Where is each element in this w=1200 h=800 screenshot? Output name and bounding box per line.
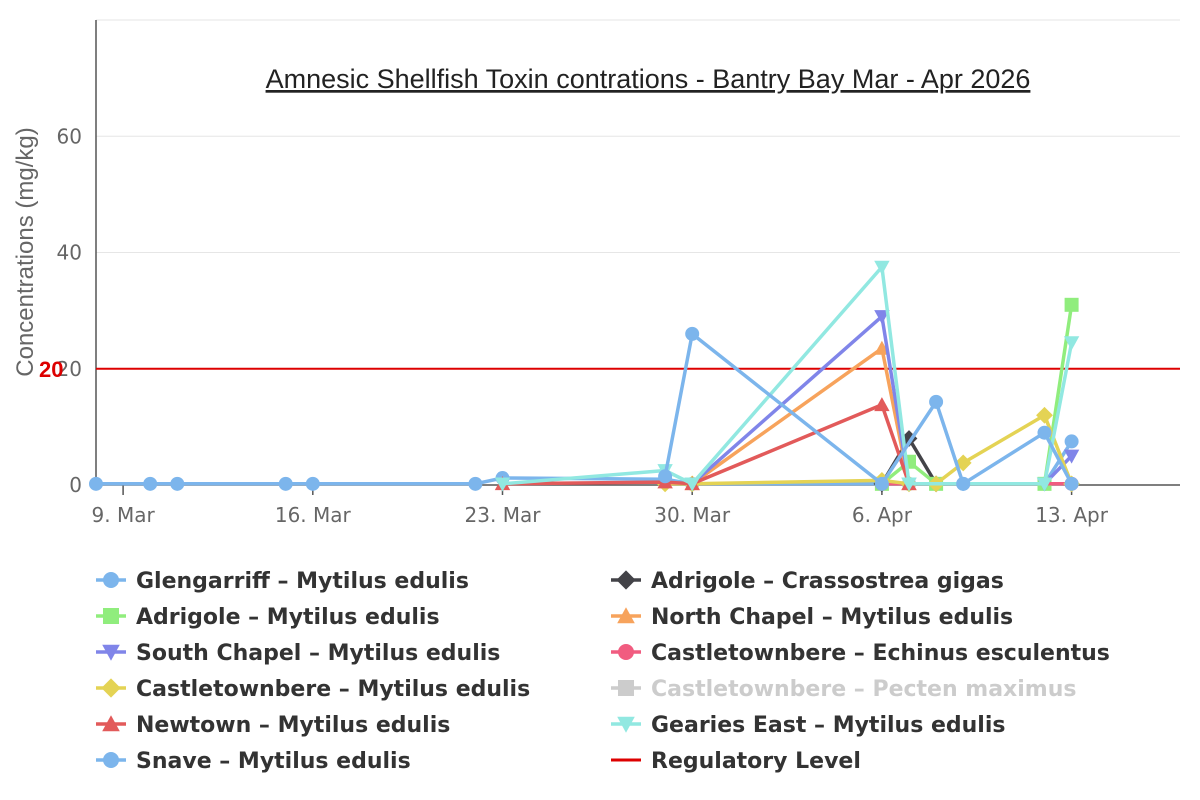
x-tick-label: 6. Apr [852, 503, 913, 527]
legend-label: Newtown – Mytilus edulis [136, 713, 450, 738]
legend-label: Snave – Mytilus edulis [136, 749, 411, 774]
legend-label: South Chapel – Mytilus edulis [136, 641, 500, 666]
y-tick-label: 0 [69, 473, 82, 497]
legend-item-castletownbere-mytilus-edulis[interactable]: Castletownbere – Mytilus edulis [96, 677, 530, 702]
data-point[interactable] [874, 340, 890, 355]
legend-item-castletownbere-echinus-esculentus[interactable]: Castletownbere – Echinus esculentus [611, 641, 1110, 666]
legend-label: Castletownbere – Pecten maximus [651, 677, 1076, 702]
legend-item-north-chapel-mytilus-edulis[interactable]: North Chapel – Mytilus edulis [611, 605, 1013, 630]
data-point[interactable] [685, 326, 700, 341]
legend-item-adrigole-crassostrea-gigas[interactable]: Adrigole – Crassostrea gigas [611, 569, 1004, 594]
data-point[interactable] [956, 476, 971, 491]
y-tick-label: 60 [57, 124, 82, 148]
data-point[interactable] [1063, 449, 1080, 464]
legend-label: Gearies East – Mytilus edulis [651, 713, 1005, 738]
regulatory-level-label: 20 [39, 357, 63, 382]
chart-title: Amnesic Shellfish Toxin contrations - Ba… [266, 64, 1031, 94]
data-point[interactable] [1064, 476, 1079, 491]
legend-symbol-marker [617, 607, 635, 624]
data-point[interactable] [900, 430, 918, 447]
regulatory-level-line: 20 [39, 357, 1180, 382]
data-point[interactable] [1064, 297, 1079, 312]
data-point[interactable] [1036, 406, 1053, 424]
legend-symbol-marker [618, 644, 634, 660]
legend-symbol-marker [617, 716, 635, 733]
data-point[interactable] [874, 310, 890, 325]
legend-symbol-marker [103, 752, 119, 768]
data-point[interactable] [494, 477, 511, 492]
legend-label: Castletownbere – Echinus esculentus [651, 641, 1110, 666]
data-point[interactable] [305, 476, 320, 491]
x-tick-label: 9. Mar [92, 503, 156, 527]
x-tick-label: 13. Apr [1035, 503, 1109, 527]
legend-item-south-chapel-mytilus-edulis[interactable]: South Chapel – Mytilus edulis [96, 641, 500, 666]
data-point[interactable] [468, 476, 483, 491]
legend-symbol-marker [103, 572, 119, 588]
data-point[interactable] [901, 477, 917, 492]
legend-item-newtown-mytilus-edulis[interactable]: Newtown – Mytilus edulis [96, 713, 450, 738]
legend-label: Castletownbere – Mytilus edulis [136, 677, 530, 702]
data-point[interactable] [684, 477, 700, 492]
legend-symbol-marker [616, 570, 636, 590]
legend-item-glengarriff-mytilus-edulis[interactable]: Glengarriff – Mytilus edulis [96, 569, 469, 594]
data-point[interactable] [1037, 425, 1052, 440]
legend-item-castletownbere-pecten-maximus[interactable]: Castletownbere – Pecten maximus [611, 677, 1076, 702]
data-point[interactable] [1036, 477, 1053, 492]
x-tick-label: 16. Mar [275, 503, 352, 527]
axes: 0 20 40 60 9. Mar 16. Mar 23. Mar 30. Mar 6. Apr… [57, 20, 1180, 527]
data-point[interactable] [1064, 434, 1079, 449]
data-point[interactable] [89, 476, 103, 491]
legend-label: Regulatory Level [651, 749, 861, 774]
data-point[interactable] [874, 397, 890, 412]
series-gearies-east-mytilus-edulis[interactable] [494, 260, 1080, 492]
legend-symbol-marker [101, 678, 121, 698]
data-point[interactable] [658, 469, 673, 484]
legend-symbol-marker [103, 608, 119, 624]
y-tick-label: 20 [57, 357, 82, 381]
legend-label: Adrigole – Crassostrea gigas [651, 569, 1004, 594]
legend-item-snave-mytilus-edulis[interactable]: Snave – Mytilus edulis [96, 749, 411, 774]
data-point[interactable] [1063, 336, 1080, 351]
series-layer [89, 260, 1080, 493]
legend-label: Glengarriff – Mytilus edulis [136, 569, 469, 594]
legend-symbol-marker [102, 715, 120, 732]
y-axis-label: Concentrations (mg/kg) [12, 127, 39, 376]
legend-label: Adrigole – Mytilus edulis [136, 605, 440, 630]
legend-symbol-marker [102, 644, 120, 661]
legend-item-gearies-east-mytilus-edulis[interactable]: Gearies East – Mytilus edulis [611, 713, 1005, 738]
data-point[interactable] [143, 476, 158, 491]
data-point[interactable] [278, 476, 293, 491]
legend-label: North Chapel – Mytilus edulis [651, 605, 1013, 630]
data-point[interactable] [874, 476, 889, 491]
data-point[interactable] [929, 394, 944, 409]
legend-item-regulatory-level[interactable]: Regulatory Level [611, 749, 861, 774]
x-tick-label: 30. Mar [654, 503, 731, 527]
legend[interactable]: Glengarriff – Mytilus edulis Adrigole – C… [96, 569, 1110, 774]
legend-item-adrigole-mytilus-edulis[interactable]: Adrigole – Mytilus edulis [96, 605, 440, 630]
legend-symbol-marker [618, 680, 634, 696]
series-snave-mytilus-edulis[interactable] [658, 326, 1079, 491]
y-tick-label: 40 [57, 241, 82, 265]
series-north-chapel-mytilus-edulis[interactable] [684, 340, 917, 491]
data-point[interactable] [874, 260, 890, 275]
x-tick-label: 23. Mar [465, 503, 542, 527]
data-point[interactable] [170, 476, 185, 491]
